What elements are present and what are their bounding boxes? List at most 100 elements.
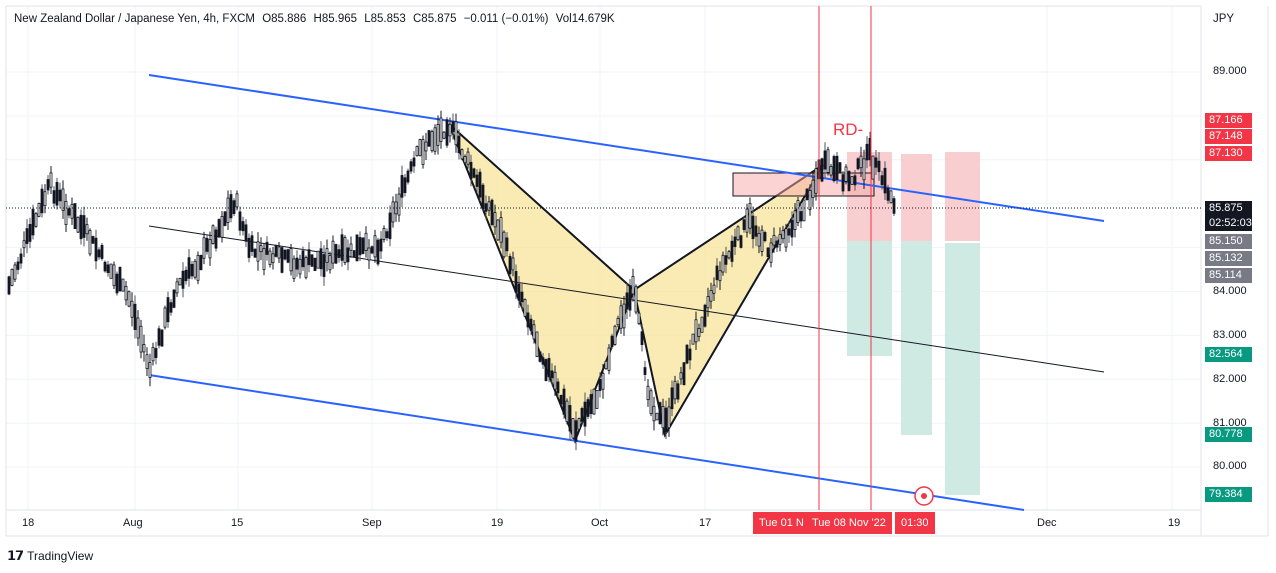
candle-body (454, 121, 458, 146)
candle-body (526, 312, 530, 328)
candle-body (547, 358, 551, 378)
cursor-date-label: Tue 08 Nov '22 (806, 512, 892, 534)
candle-body (235, 193, 239, 208)
candle-body (805, 188, 809, 200)
candle-body (706, 296, 710, 309)
candle-body (292, 258, 296, 279)
candle-body (7, 276, 11, 295)
candle-body (58, 189, 62, 202)
candle-body (97, 249, 101, 258)
candle-body (367, 247, 371, 261)
candle-body (301, 250, 305, 268)
candle-body (10, 268, 14, 286)
candle-body (259, 245, 263, 253)
candle-body (808, 190, 812, 210)
candle-body (511, 257, 515, 271)
candle-body (172, 289, 176, 308)
candle-body (220, 216, 224, 238)
candle-body (118, 266, 122, 292)
candle-body (499, 217, 503, 243)
candle-body (559, 394, 563, 405)
candle-body (781, 230, 785, 240)
candle-body (199, 255, 203, 271)
candle-body (433, 127, 437, 152)
candle-body (622, 303, 626, 329)
candle-body (436, 124, 440, 146)
cursor-date-label: 01:30 (895, 512, 935, 534)
candle-body (349, 243, 353, 251)
close-value: C85.875 (413, 13, 457, 25)
candle-body (532, 324, 536, 340)
candle-body (871, 155, 875, 180)
alert-marker-dot (921, 493, 927, 499)
candle-body (748, 203, 752, 229)
candle-body (496, 219, 500, 241)
candle-body (604, 360, 608, 370)
candle-body (874, 157, 878, 168)
candle-body (136, 317, 140, 339)
candle-body (16, 261, 20, 270)
candle-body (25, 228, 29, 244)
candle-body (175, 281, 179, 294)
candle-body (859, 155, 863, 169)
candle-body (373, 235, 377, 258)
candle-body (316, 250, 320, 269)
candle-body (418, 139, 422, 157)
candle-body (703, 304, 707, 327)
candle-body (778, 234, 782, 245)
channel-lower-line (148, 374, 1025, 511)
candle-body (181, 270, 185, 289)
candle-body (13, 264, 17, 280)
candle-body (346, 247, 350, 263)
candle-body (55, 181, 59, 206)
candle-body (667, 406, 671, 429)
candle-body (412, 157, 416, 167)
candle-body (838, 162, 842, 173)
candle-body (493, 212, 497, 228)
candle-body (271, 253, 275, 264)
candle-body (334, 244, 338, 264)
candle-body (250, 235, 254, 252)
candle-body (328, 255, 332, 271)
candle-body (406, 170, 410, 183)
candle-body (358, 237, 362, 256)
candle-body (691, 333, 695, 345)
currency-label[interactable]: JPY (1213, 13, 1235, 25)
candle-body (649, 390, 653, 415)
candle-body (94, 237, 98, 262)
candle-body (421, 139, 425, 166)
candle-body (595, 390, 599, 409)
x-tick-label: 19 (1168, 517, 1181, 529)
candle-body (634, 286, 638, 313)
candle-body (835, 155, 839, 180)
candle-body (355, 234, 359, 262)
candle-body (892, 198, 896, 214)
candle-body (832, 156, 836, 182)
footer-brand[interactable]: 𝟭𝟳 TradingView (7, 548, 93, 564)
candle-body (238, 211, 242, 231)
candle-body (619, 305, 623, 329)
candle-body (19, 253, 23, 264)
candle-body (658, 402, 662, 425)
candle-body (517, 283, 521, 301)
candle-body (202, 237, 206, 259)
candle-body (445, 119, 449, 146)
candle-body (274, 245, 278, 257)
candle-body (754, 225, 758, 237)
price-tag: 85.132 (1205, 251, 1252, 266)
y-tick-label: 81.000 (1213, 417, 1247, 429)
candle-body (508, 255, 512, 275)
x-tick-label: 18 (22, 517, 35, 529)
candle-body (313, 257, 317, 271)
candle-body (196, 254, 200, 281)
candle-body (331, 240, 335, 264)
candle-body (505, 237, 509, 252)
candle-body (520, 291, 524, 303)
candle-body (538, 351, 542, 362)
candle-body (214, 229, 218, 249)
candle-body (772, 234, 776, 246)
candle-body (46, 179, 50, 191)
y-tick-label: 89.000 (1213, 65, 1247, 77)
candle-body (652, 405, 656, 422)
